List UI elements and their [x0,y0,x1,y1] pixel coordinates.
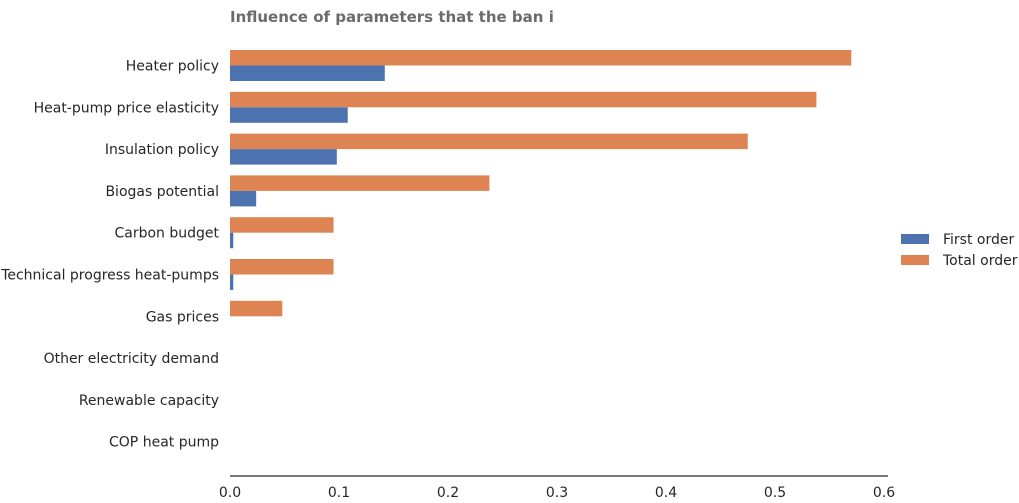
chart-title: Influence of parameters that the ban i [230,8,554,26]
legend-label-total-order: Total order [942,253,1018,269]
x-tick-label: 0.0 [219,485,241,501]
category-label-renewable-capacity: Renewable capacity [79,393,219,409]
x-tick-label: 0.6 [873,485,895,501]
category-label-cop-heat-pump: COP heat pump [109,435,219,451]
bar-first-order-insulation-policy [230,149,337,165]
x-tick-label: 0.5 [764,485,786,501]
x-tick-label: 0.1 [328,485,350,501]
category-label-heat-pump-price-elasticity: Heat-pump price elasticity [34,100,219,116]
category-label-technical-progress-heat-pumps: Technical progress heat-pumps [0,268,219,284]
bar-first-order-heater-policy [230,65,385,81]
bar-total-order-biogas-potential [230,175,490,191]
x-tick-label: 0.3 [546,485,568,501]
bar-total-order-carbon-budget [230,217,334,233]
category-labels: Heater policy Heat-pump price elasticity I… [0,59,219,451]
x-tick-label: 0.2 [437,485,459,501]
x-tick-label: 0.4 [655,485,677,501]
legend: First order Total order [901,232,1018,269]
x-tick-labels: 0.0 0.1 0.2 0.3 0.4 0.5 0.6 [219,485,895,501]
category-label-insulation-policy: Insulation policy [105,142,219,158]
bar-total-order-gas-prices [230,300,283,317]
bar-first-order-heat-pump-price-elasticity [230,107,348,123]
bar-first-order-technical-progress-heat-pumps [230,274,234,290]
bars [230,50,852,317]
bar-total-order-heat-pump-price-elasticity [230,91,817,108]
bar-total-order-insulation-policy [230,133,748,150]
legend-swatch-total-order [901,255,929,265]
legend-label-first-order: First order [943,232,1014,248]
bar-total-order-heater-policy [230,50,852,66]
bar-first-order-carbon-budget [230,232,234,249]
category-label-other-electricity-demand: Other electricity demand [44,351,219,367]
category-label-gas-prices: Gas prices [146,309,219,325]
bar-first-order-biogas-potential [230,190,257,207]
category-label-biogas-potential: Biogas potential [105,184,219,200]
legend-swatch-first-order [901,234,929,244]
category-label-carbon-budget: Carbon budget [114,226,219,242]
bar-total-order-technical-progress-heat-pumps [230,259,334,275]
category-label-heater-policy: Heater policy [126,59,219,75]
